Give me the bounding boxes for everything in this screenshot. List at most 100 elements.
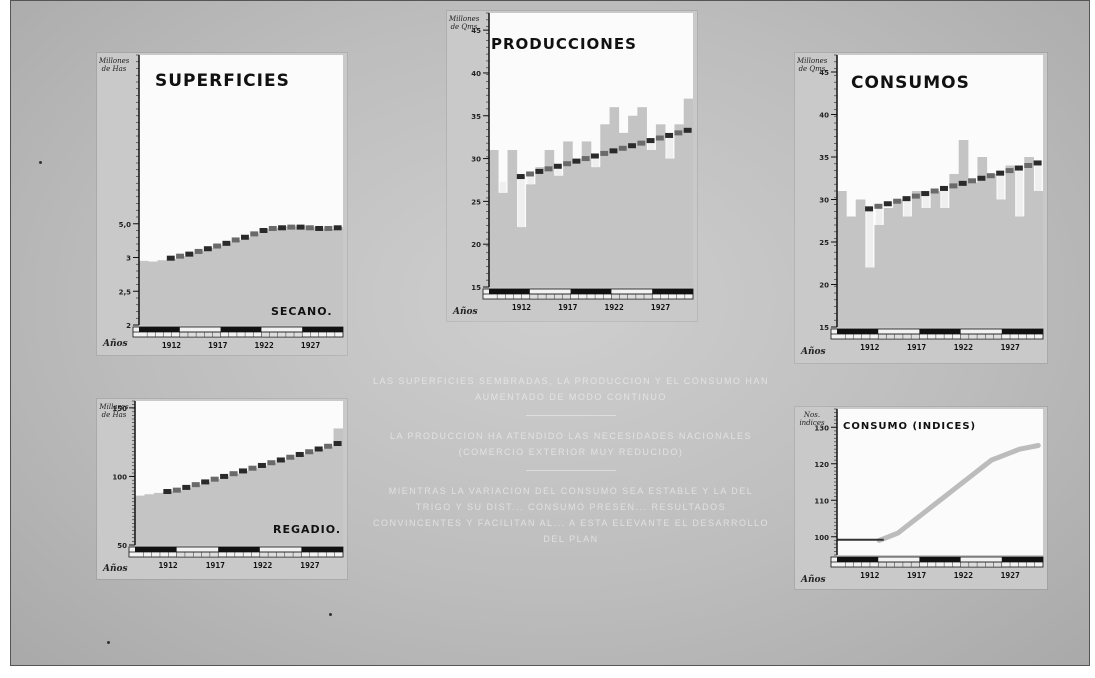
bar-1909: [135, 495, 145, 545]
bar-1927: [305, 227, 316, 325]
trend-seg-1922: [609, 148, 618, 154]
bar-1930: [333, 428, 344, 545]
center-notes: LAS SUPERFICIES SEMBRADAS, LA PRODUCCION…: [371, 373, 771, 557]
trend-seg-1927: [305, 225, 314, 231]
x-tick-label: 1917: [558, 303, 577, 312]
bar-1922: [257, 465, 268, 545]
bar-1925: [286, 457, 297, 545]
bar-1928: [314, 449, 325, 545]
bar-1911: [507, 150, 518, 287]
trend-seg-1925: [287, 224, 296, 230]
year-strip-light: [179, 331, 221, 338]
trend-seg-1930: [683, 127, 692, 133]
bar-1913: [172, 490, 183, 545]
chart-regadio-unit: Millares de Has: [99, 403, 129, 419]
chart-superficies-svg: 2 2,5 3 5,0 1912 1917 1922 1927: [119, 54, 344, 350]
trend-seg-1923: [968, 178, 977, 184]
x-tick-label: 1927: [1001, 343, 1020, 352]
deficit-1926: [648, 140, 655, 150]
trend-seg-1912: [865, 206, 874, 212]
bar-1923: [968, 182, 978, 327]
series-line: [876, 443, 1041, 543]
trend-seg-1926: [295, 451, 304, 457]
x-tick-label: 1922: [954, 343, 973, 352]
x-tick-label: 1927: [651, 303, 670, 312]
bar-1913: [874, 225, 885, 327]
bar-1930: [333, 227, 344, 325]
trend-seg-1926: [996, 170, 1005, 176]
trend-seg-1927: [1005, 168, 1014, 174]
bar-1911: [855, 199, 866, 327]
x-tick-label: 1922: [954, 571, 973, 580]
y-tick-label: 25: [819, 239, 829, 247]
x-tick-label: 1912: [512, 303, 531, 312]
y-tick-label: 25: [471, 198, 481, 206]
trend-seg-1927: [305, 449, 314, 455]
note-separator: [526, 415, 616, 416]
trend-seg-1914: [883, 201, 892, 207]
trend-seg-1917: [563, 161, 572, 167]
deficit-1913: [875, 206, 883, 225]
y-tick-label: 35: [471, 113, 481, 121]
y-tick-label: 100: [112, 473, 127, 481]
trend-seg-1916: [201, 479, 210, 485]
deficit-1916: [903, 198, 911, 217]
x-tick-label: 1917: [907, 343, 926, 352]
chart-consumo-indices-unit: Nos. indices: [799, 411, 825, 427]
bar-1910: [144, 494, 155, 545]
bar-1916: [902, 216, 913, 327]
trend-seg-1923: [618, 145, 627, 151]
year-strip-light: [529, 293, 571, 300]
chart-consumo-indices-xlabel: Años: [801, 575, 826, 585]
y-tick-label: 130: [814, 424, 829, 432]
bar-1927: [305, 451, 315, 545]
bar-1911: [153, 492, 164, 545]
deficit-1928: [1016, 168, 1023, 217]
trend-seg-1928: [315, 225, 324, 231]
trend-seg-1922: [958, 180, 967, 186]
deficit-1912: [518, 176, 525, 228]
note-3: MIENTRAS LA VARIACION DEL CONSUMO SEA ES…: [373, 486, 769, 544]
trend-seg-1918: [220, 473, 229, 479]
trend-seg-1929: [1024, 163, 1033, 168]
y-tick-label: 20: [819, 282, 829, 290]
trend-seg-1929: [324, 443, 333, 449]
trend-seg-1929: [324, 225, 333, 231]
chart-consumo-indices-title: CONSUMO (INDICES): [843, 421, 977, 432]
year-strip-dark: [302, 327, 343, 332]
bar-1922: [609, 107, 620, 287]
trend-seg-1913: [526, 171, 534, 177]
chart-consumos-unit: Millones de Qms: [797, 57, 828, 73]
trend-seg-1924: [977, 175, 986, 181]
bar-1910: [498, 192, 508, 287]
y-tick-label: 20: [471, 241, 481, 249]
bar-1925: [637, 107, 647, 287]
bar-1919: [581, 141, 592, 287]
trend-seg-1920: [591, 153, 599, 159]
trend-seg-1912: [166, 255, 175, 261]
year-strip-dark: [301, 547, 343, 552]
bar-1922: [958, 140, 969, 327]
deficit-1926: [997, 173, 1005, 200]
trend-seg-1921: [250, 231, 259, 237]
chart-consumos-panel: 15 20 25 30 35 40 45 1912 1917 1922 1927 Millones …: [795, 53, 1047, 363]
bar-1911: [157, 260, 168, 325]
y-tick-label: 15: [819, 324, 829, 332]
plot-area: [837, 409, 1043, 555]
trend-seg-1919: [930, 188, 939, 194]
bar-1916: [553, 175, 564, 287]
bar-1923: [267, 462, 278, 545]
bar-1920: [239, 470, 249, 545]
bar-1923: [618, 132, 629, 287]
bar-1929: [1024, 157, 1034, 327]
trend-seg-1926: [296, 224, 305, 230]
x-tick-label: 1912: [162, 341, 181, 350]
year-strip-dark: [218, 547, 260, 552]
bar-1914: [883, 208, 894, 327]
trend-seg-1924: [276, 457, 285, 463]
year-strip-light: [960, 561, 1003, 568]
x-tick-label: 1912: [860, 343, 879, 352]
trend-seg-1920: [241, 234, 249, 240]
trend-seg-1920: [239, 468, 248, 474]
trend-seg-1916: [902, 196, 911, 202]
